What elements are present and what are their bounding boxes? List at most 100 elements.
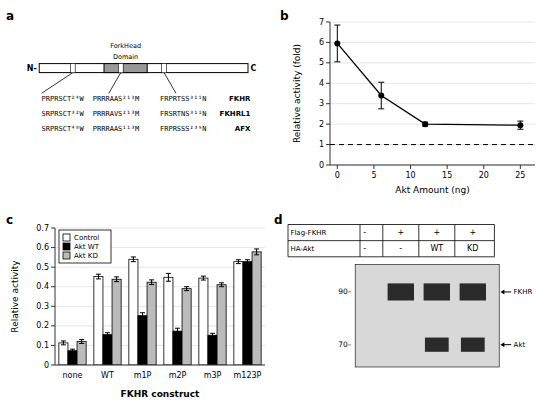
grid-line xyxy=(330,103,535,104)
table-cell: WT xyxy=(430,244,443,253)
tick-label: 0 xyxy=(335,171,340,180)
x-axis xyxy=(55,365,265,366)
error-cap xyxy=(236,259,241,260)
error-bar xyxy=(70,349,75,352)
site xyxy=(70,63,75,72)
panel-label: a xyxy=(6,9,14,23)
n-terminus: N- xyxy=(27,64,37,73)
error-stem xyxy=(98,274,99,279)
bar xyxy=(199,278,208,365)
error-stem xyxy=(116,277,117,282)
error-bar xyxy=(254,249,259,255)
tick xyxy=(326,83,330,84)
tick-label: 0 xyxy=(44,361,49,370)
error-bar xyxy=(201,276,206,280)
tick-label: WT xyxy=(101,371,114,380)
mw-label: 70– xyxy=(338,340,352,349)
tick xyxy=(326,62,330,63)
site-sequence: PRRRAAS²¹³M xyxy=(93,95,139,103)
x-axis-label: FKHR construct xyxy=(121,389,200,399)
tick-label: 20 xyxy=(479,171,489,180)
error-bar xyxy=(166,273,171,281)
table-cell: + xyxy=(469,228,476,237)
tick xyxy=(373,165,374,169)
error-bar xyxy=(114,277,119,282)
y-axis-label: Relative activity xyxy=(10,260,20,333)
band xyxy=(388,283,414,300)
error-cap xyxy=(114,276,119,277)
table-cell: + xyxy=(433,228,440,237)
y-axis-label: Relative activity (fold) xyxy=(292,44,302,143)
tick-label: 0.3 xyxy=(36,302,49,311)
error-cap xyxy=(219,286,224,287)
site-sequence: PRPRSCT²⁴W xyxy=(42,95,85,103)
error-cap xyxy=(131,261,136,262)
tick xyxy=(326,124,330,125)
connector xyxy=(42,73,73,94)
tick-label: 0.2 xyxy=(36,321,49,330)
panel-label: c xyxy=(6,213,13,227)
tick-label: m2P xyxy=(169,371,187,380)
error-cap xyxy=(96,274,101,275)
bar xyxy=(164,277,173,365)
error-bar xyxy=(245,260,250,264)
site xyxy=(118,63,123,72)
legend-entry: Akt WT xyxy=(74,243,100,251)
error-stem xyxy=(212,333,213,337)
error-cap xyxy=(219,282,224,283)
bar xyxy=(147,282,156,365)
error-stem xyxy=(203,276,204,280)
tick-label: 15 xyxy=(442,171,452,180)
error-cap xyxy=(105,332,110,333)
bar xyxy=(243,262,252,365)
error-cap xyxy=(61,344,66,345)
legend-frame xyxy=(59,230,111,263)
row-label: HA-Akt xyxy=(290,245,314,253)
error-cap xyxy=(254,248,259,249)
error-stem xyxy=(151,280,152,285)
grid-line xyxy=(55,228,265,229)
legend: ControlAkt WTAkt KD xyxy=(59,230,111,263)
tick xyxy=(51,365,55,366)
protein-name: AFX xyxy=(235,125,251,133)
tick xyxy=(51,345,55,346)
tick xyxy=(51,306,55,307)
tick-label: 6 xyxy=(319,38,324,47)
grid-line xyxy=(330,83,535,84)
tick xyxy=(51,247,55,248)
bar xyxy=(68,351,77,365)
error-cap xyxy=(79,343,84,344)
line xyxy=(337,43,520,125)
panel-d: dFlag-FKHRHA-Akt--+-+WT+KD90–70–FKHRAkt xyxy=(274,213,532,367)
error-bar xyxy=(105,333,110,337)
error-cap xyxy=(166,281,171,282)
legend-entry: Control xyxy=(74,234,99,242)
legend-swatch xyxy=(63,234,70,241)
error-bar xyxy=(79,340,84,344)
error-bar xyxy=(184,287,189,291)
table-rule xyxy=(454,225,455,257)
error-stem xyxy=(177,328,178,334)
bar xyxy=(103,335,112,365)
grid-line xyxy=(330,42,535,43)
error-stem xyxy=(133,257,134,262)
error-cap xyxy=(517,121,523,122)
bar xyxy=(94,277,103,365)
legend-entry: Akt KD xyxy=(74,252,98,260)
table-rule xyxy=(288,224,494,225)
error-stem xyxy=(186,287,187,291)
legend-swatch xyxy=(63,252,70,259)
panel-a: aN-CForkHeadDomainPRPRSCT²⁴WPRRRAAS²¹³MF… xyxy=(6,9,256,133)
arrow-head xyxy=(500,289,504,294)
site xyxy=(162,63,167,72)
protein-name: FKHR xyxy=(229,95,251,103)
reference-line xyxy=(330,144,535,145)
protein-name: FKHRL1 xyxy=(220,110,251,118)
connector xyxy=(164,73,176,94)
band xyxy=(424,283,450,300)
tick xyxy=(326,144,330,145)
error-cap xyxy=(140,312,145,313)
figure: aN-CForkHeadDomainPRPRSCT²⁴WPRRRAAS²¹³MF… xyxy=(0,0,550,419)
site-sequence: FRSRTNS³¹¹N xyxy=(160,110,206,118)
tick xyxy=(410,165,411,169)
